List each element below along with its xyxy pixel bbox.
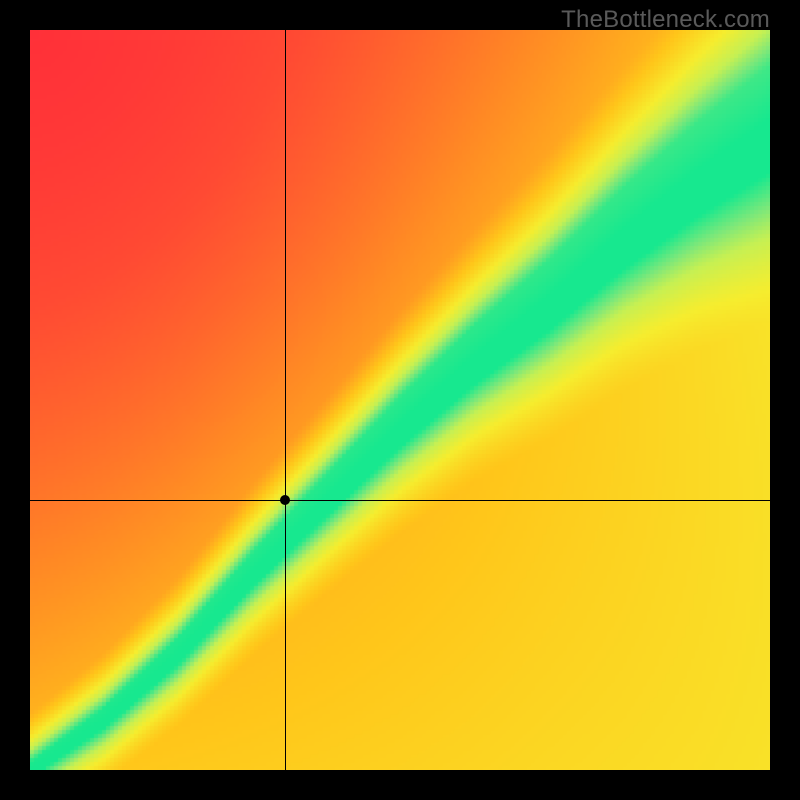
- heatmap-plot: [30, 30, 770, 770]
- chart-container: TheBottleneck.com: [0, 0, 800, 800]
- watermark-label: TheBottleneck.com: [561, 6, 770, 34]
- heatmap-canvas: [30, 30, 770, 770]
